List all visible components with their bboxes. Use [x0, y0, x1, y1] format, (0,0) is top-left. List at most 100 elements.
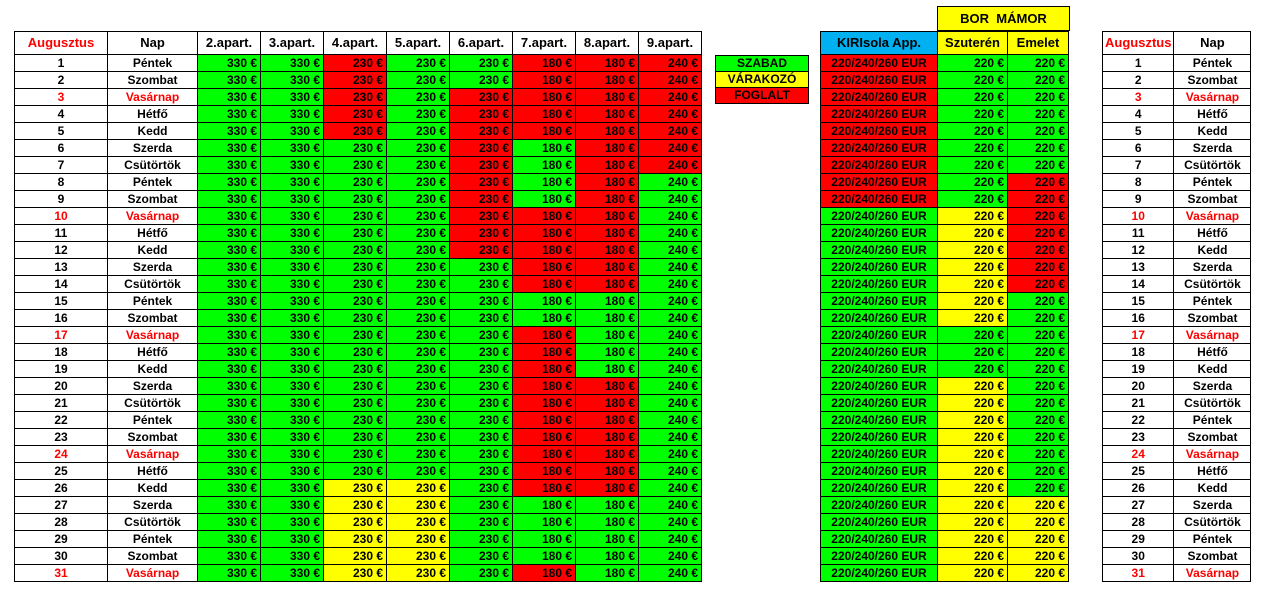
apartment-price-cell: 330 € — [197, 496, 261, 514]
apartment-price-cell: 180 € — [512, 241, 576, 259]
day-name: Csütörtök — [1173, 513, 1252, 531]
table-row: 220/240/260 EUR 220 €220 € — [820, 377, 1069, 395]
szuteren-price-cell: 220 € — [937, 462, 1008, 480]
right-days-table: Augusztus Nap 1 Péntek 2 Szombat 3 Vasárnap 4 H… — [1101, 31, 1252, 582]
apartment-price-cell: 240 € — [638, 241, 702, 259]
emelet-price-cell: 220 € — [1007, 173, 1069, 191]
apartment-price-cell: 230 € — [449, 513, 513, 531]
apartment-price-cell: 180 € — [512, 139, 576, 157]
apartment-price-cell: 330 € — [197, 258, 261, 276]
kirisola-price-cell: 220/240/260 EUR — [820, 241, 938, 259]
table-row: 14 Csütörtök — [1101, 275, 1252, 293]
apartment-price-cell: 240 € — [638, 343, 702, 361]
apartment-price-cell: 240 € — [638, 54, 702, 72]
apartment-price-cell: 330 € — [260, 122, 324, 140]
bor-mamor-header-row: KIRIsola App. Szuterén Emelet — [820, 31, 1069, 55]
apartment-price-cell: 240 € — [638, 513, 702, 531]
table-row: 30 Szombat — [1101, 547, 1252, 565]
apartment-price-cell: 240 € — [638, 377, 702, 395]
day-name: Hétfő — [1173, 462, 1252, 480]
table-row: 6 Szerda — [1101, 139, 1252, 157]
apartment-price-cell: 180 € — [575, 462, 639, 480]
day-name: Péntek — [1173, 292, 1252, 310]
table-row: 10 Vasárnap 330 €330 €230 €230 €230 €180 €… — [14, 207, 702, 225]
apartment-price-cell: 330 € — [197, 326, 261, 344]
day-number: 21 — [14, 394, 108, 412]
szuteren-price-cell: 220 € — [937, 190, 1008, 208]
day-header: Nap — [107, 31, 198, 55]
emelet-price-cell: 220 € — [1007, 122, 1069, 140]
apartment-price-cell: 180 € — [575, 122, 639, 140]
table-row: 220/240/260 EUR 220 €220 € — [820, 258, 1069, 276]
apartment-price-cell: 180 € — [512, 394, 576, 412]
kirisola-price-cell: 220/240/260 EUR — [820, 309, 938, 327]
apartment-price-cell: 230 € — [386, 190, 450, 208]
apartment-price-cell: 330 € — [197, 377, 261, 395]
table-row: 29 Péntek 330 €330 €230 €230 €230 €180 €18… — [14, 530, 702, 548]
day-number: 9 — [14, 190, 108, 208]
kirisola-price-cell: 220/240/260 EUR — [820, 479, 938, 497]
table-row: 13 Szerda 330 €330 €230 €230 €230 €180 €18… — [14, 258, 702, 276]
apartment-price-cell: 330 € — [260, 258, 324, 276]
table-row: 28 Csütörtök — [1101, 513, 1252, 531]
day-number: 29 — [1101, 530, 1175, 548]
table-row: 220/240/260 EUR 220 €220 € — [820, 411, 1069, 429]
apartment-price-cell: 330 € — [197, 139, 261, 157]
apartment-price-cell: 330 € — [260, 71, 324, 89]
day-name: Hétfő — [107, 105, 198, 123]
apartment-price-cell: 230 € — [449, 156, 513, 174]
apartment-price-cell: 180 € — [512, 105, 576, 123]
apartment-price-cell: 330 € — [197, 530, 261, 548]
table-row: 18 Hétfő 330 €330 €230 €230 €230 €180 €180… — [14, 343, 702, 361]
table-row: 220/240/260 EUR 220 €220 € — [820, 207, 1069, 225]
table-row: 19 Kedd — [1101, 360, 1252, 378]
apartment-price-cell: 330 € — [260, 173, 324, 191]
table-row: 220/240/260 EUR 220 €220 € — [820, 309, 1069, 327]
table-row: 220/240/260 EUR 220 €220 € — [820, 156, 1069, 174]
apartment-price-cell: 230 € — [449, 564, 513, 582]
day-name: Kedd — [107, 360, 198, 378]
day-name: Vasárnap — [107, 445, 198, 463]
apartment-price-cell: 330 € — [197, 88, 261, 106]
day-number: 5 — [14, 122, 108, 140]
apartment-price-cell: 180 € — [575, 394, 639, 412]
apartment-price-cell: 180 € — [512, 292, 576, 310]
apartment-price-cell: 230 € — [449, 343, 513, 361]
table-row: 30 Szombat 330 €330 €230 €230 €230 €180 €1… — [14, 547, 702, 565]
apartment-price-cell: 330 € — [260, 275, 324, 293]
day-name: Szombat — [1173, 190, 1252, 208]
apartment-price-cell: 330 € — [197, 445, 261, 463]
apartment-price-cell: 330 € — [197, 71, 261, 89]
day-number: 2 — [14, 71, 108, 89]
apartment-price-cell: 330 € — [260, 88, 324, 106]
apartment-price-cell: 230 € — [386, 241, 450, 259]
apartment-price-cell: 180 € — [575, 258, 639, 276]
apartment-price-cell: 330 € — [197, 513, 261, 531]
apartment-price-cell: 330 € — [197, 275, 261, 293]
apartment-price-cell: 330 € — [197, 564, 261, 582]
apartment-price-cell: 180 € — [512, 224, 576, 242]
apartment-price-cell: 230 € — [449, 547, 513, 565]
apartment-price-cell: 230 € — [449, 275, 513, 293]
kirisola-header: KIRIsola App. — [820, 31, 938, 55]
apartment-price-cell: 230 € — [449, 496, 513, 514]
apartment-availability-table: Augusztus Nap 2.apart. 3.apart. 4.apart.… — [14, 31, 702, 582]
apartment-price-cell: 330 € — [260, 326, 324, 344]
apartment-price-cell: 180 € — [575, 496, 639, 514]
month-header: Augusztus — [1101, 31, 1175, 55]
szuteren-price-cell: 220 € — [937, 156, 1008, 174]
table-row: 28 Csütörtök 330 €330 €230 €230 €230 €180 … — [14, 513, 702, 531]
day-name: Kedd — [1173, 122, 1252, 140]
apartment-price-cell: 180 € — [512, 190, 576, 208]
day-name: Szombat — [1173, 71, 1252, 89]
day-number: 26 — [1101, 479, 1175, 497]
apartment-price-cell: 240 € — [638, 462, 702, 480]
table-row: 2 Szombat — [1101, 71, 1252, 89]
szuteren-price-cell: 220 € — [937, 360, 1008, 378]
table-row: 17 Vasárnap 330 €330 €230 €230 €230 €180 €… — [14, 326, 702, 344]
apartment-price-cell: 230 € — [386, 54, 450, 72]
apartment-price-cell: 330 € — [197, 411, 261, 429]
apartment-price-cell: 230 € — [449, 377, 513, 395]
apartment-header: 3.apart. — [260, 31, 324, 55]
day-name: Szerda — [107, 258, 198, 276]
